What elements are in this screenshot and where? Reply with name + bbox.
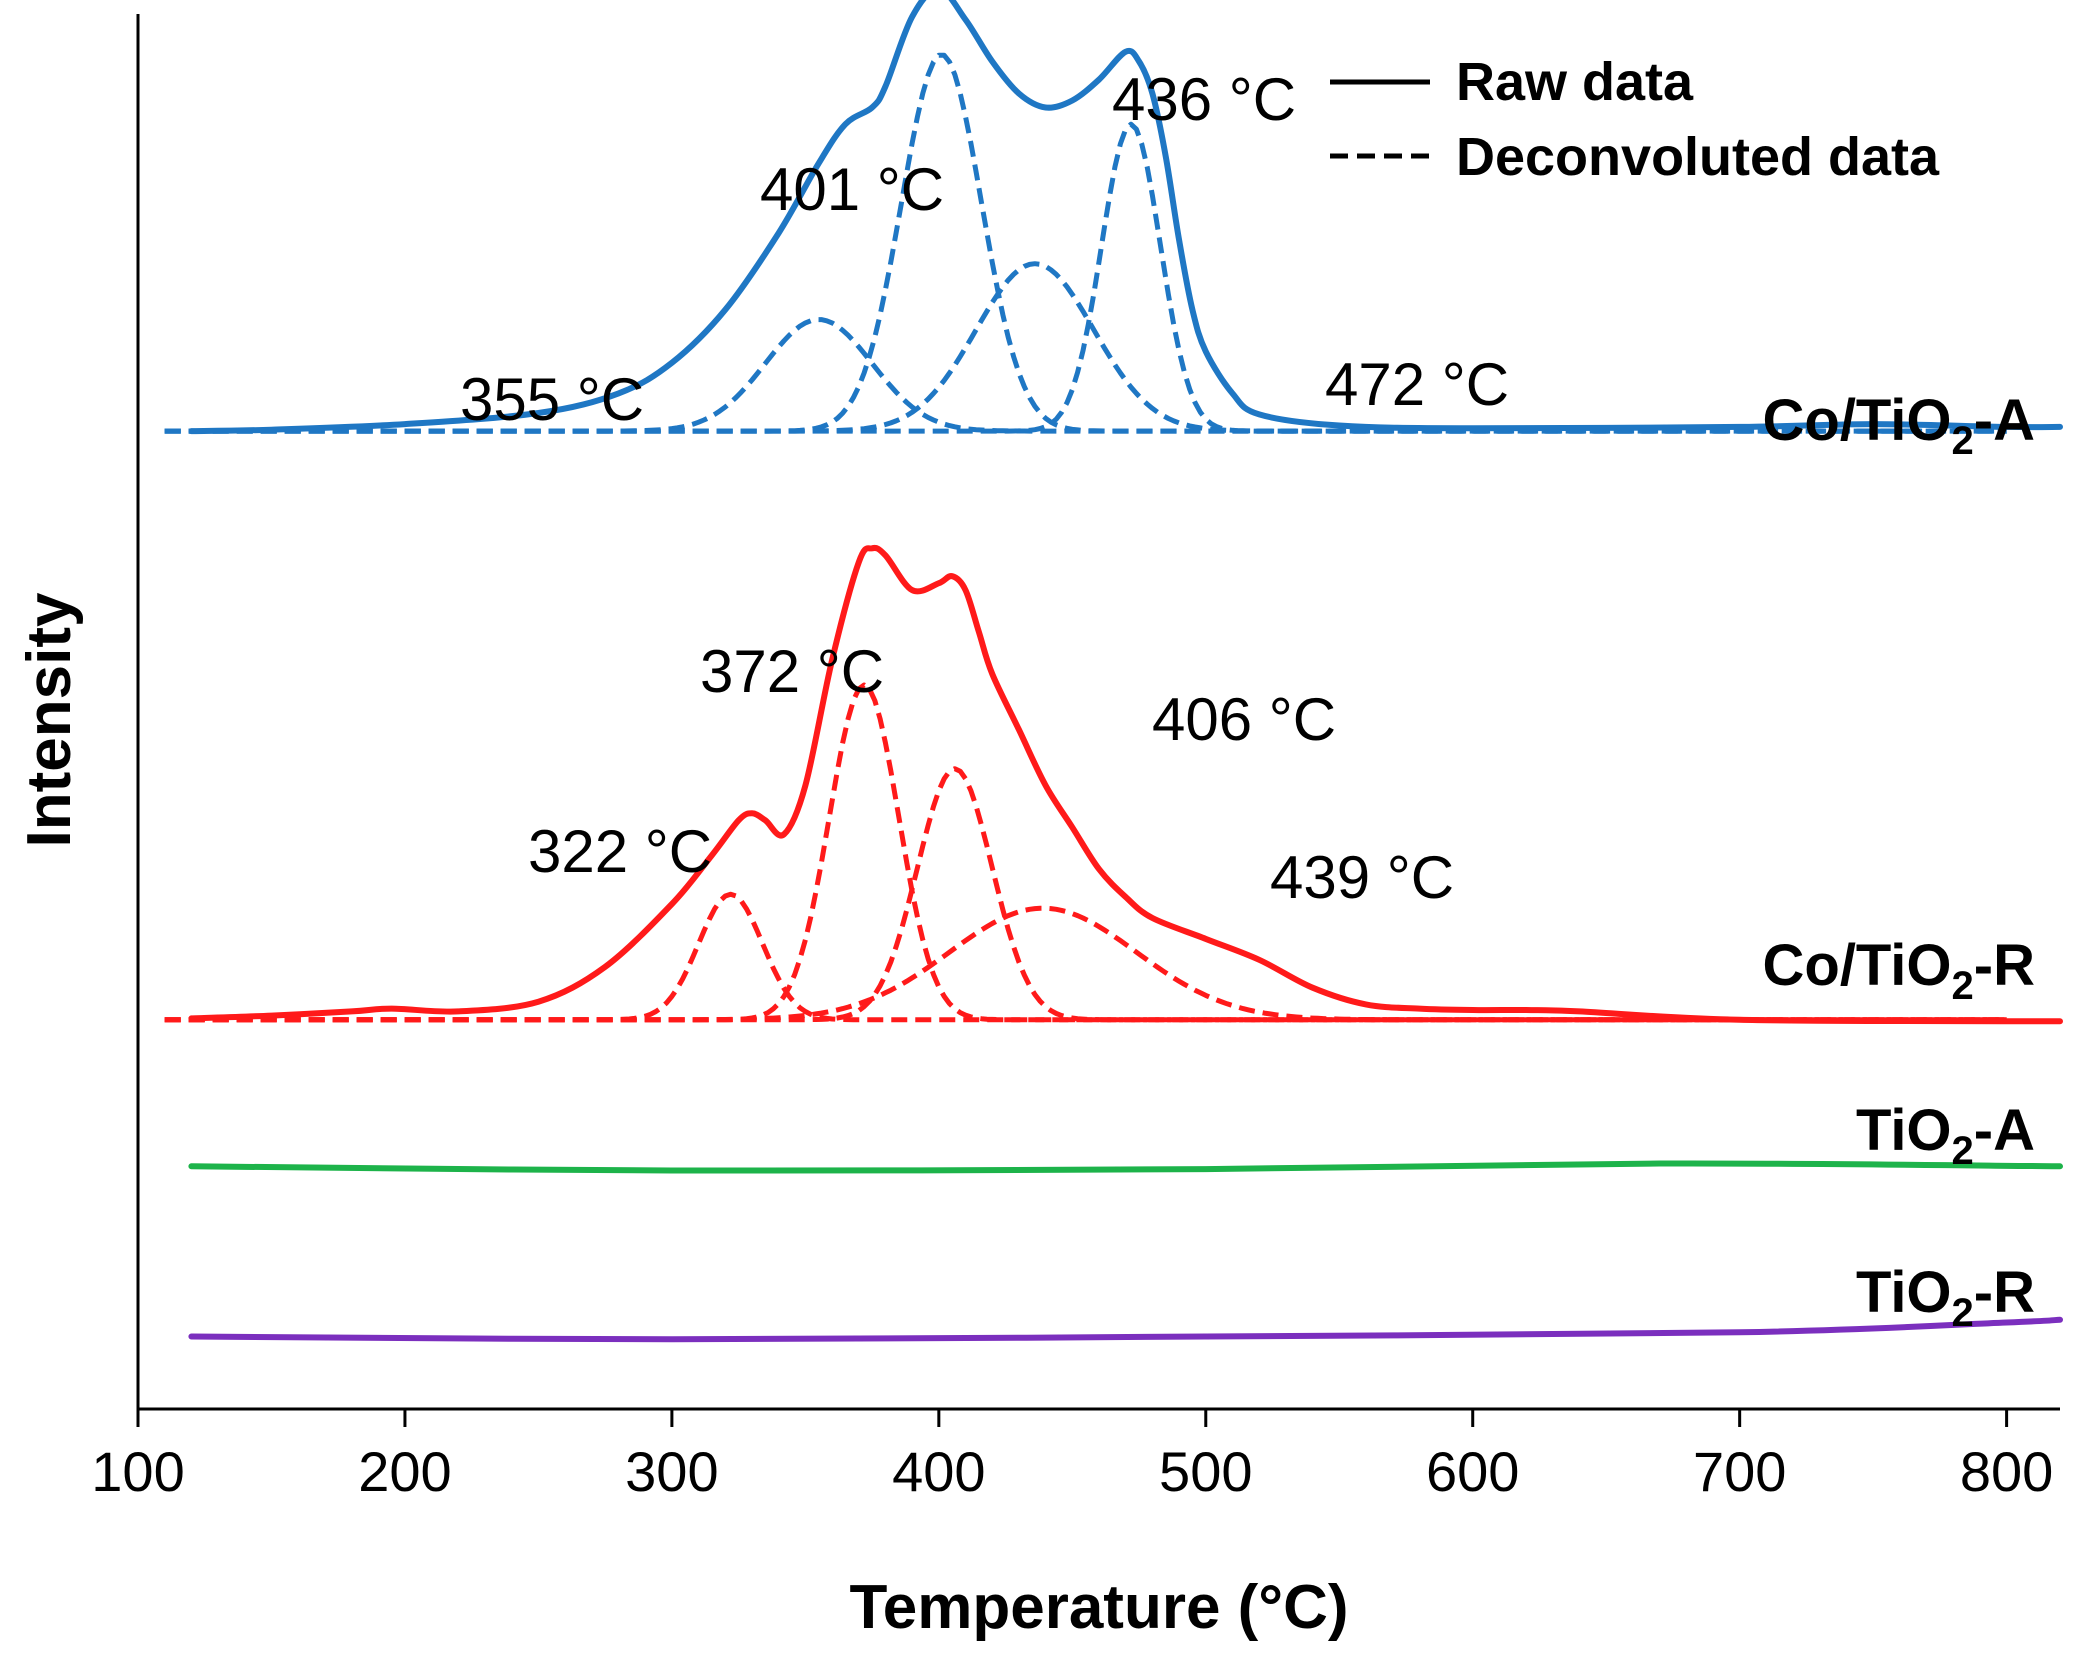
- x-tick-label-300: 300: [625, 1440, 718, 1503]
- raw-line-co-tio2-a: [188, 0, 2063, 435]
- raw-line-co-tio2-r: [188, 544, 2063, 1025]
- peak-label-co-tio2-a-0: 355 °C: [460, 366, 644, 433]
- x-ticks: 100 200 300 400 500 600 700 800: [91, 1409, 2053, 1503]
- peak-label-co-tio2-r-3: 439 °C: [1270, 844, 1454, 911]
- deconvoluted-curves: [164, 52, 2007, 1023]
- raw-line-tio2-r: [188, 1316, 2063, 1343]
- x-tick-label-800: 800: [1960, 1440, 2053, 1503]
- y-axis-title: Intensity: [15, 592, 84, 847]
- deconv-peak-co-tio2-a-472: [164, 121, 2007, 434]
- x-tick-label-400: 400: [892, 1440, 985, 1503]
- peak-label-co-tio2-a-3: 472 °C: [1325, 351, 1509, 418]
- series-labels: Co/TiO2-A Co/TiO2-R TiO2-A TiO2-R: [1763, 388, 2036, 1335]
- raw-line-tio2-a: [188, 1160, 2063, 1174]
- deconv-peak-co-tio2-a-401: [164, 52, 2007, 434]
- peak-label-co-tio2-r-2: 406 °C: [1152, 686, 1336, 753]
- peak-label-co-tio2-a-1: 401 °C: [760, 156, 944, 223]
- x-axis-title: Temperature (°C): [849, 1573, 1348, 1642]
- x-tick-label-500: 500: [1159, 1440, 1252, 1503]
- peak-label-co-tio2-a-2: 436 °C: [1112, 66, 1296, 133]
- x-tick-label-600: 600: [1426, 1440, 1519, 1503]
- legend-raw-label: Raw data: [1456, 52, 1694, 112]
- x-tick-label-200: 200: [358, 1440, 451, 1503]
- series-label-tio2-a: TiO2-A: [1856, 1098, 2035, 1173]
- peak-label-co-tio2-r-0: 322 °C: [528, 818, 712, 885]
- legend-deconv-label: Deconvoluted data: [1456, 127, 1940, 187]
- deconv-peak-co-tio2-r-406: [164, 766, 2007, 1023]
- x-tick-label-700: 700: [1693, 1440, 1786, 1503]
- deconv-peak-co-tio2-a-355: [164, 317, 2007, 434]
- series-label-co-tio2-r: Co/TiO2-R: [1763, 933, 2036, 1008]
- peak-label-co-tio2-r-1: 372 °C: [700, 638, 884, 705]
- deconv-peak-co-tio2-r-439: [164, 905, 2007, 1023]
- deconv-peak-co-tio2-r-322: [164, 891, 2007, 1023]
- legend: Raw data Deconvoluted data: [1330, 52, 1940, 187]
- raw-curves: [188, 0, 2063, 1343]
- x-tick-label-100: 100: [91, 1440, 184, 1503]
- peak-labels: 355 °C 401 °C 436 °C 472 °C 322 °C 372 °C 406 …: [460, 66, 1509, 911]
- series-label-tio2-r: TiO2-R: [1856, 1260, 2035, 1335]
- series-label-co-tio2-a: Co/TiO2-A: [1763, 388, 2036, 463]
